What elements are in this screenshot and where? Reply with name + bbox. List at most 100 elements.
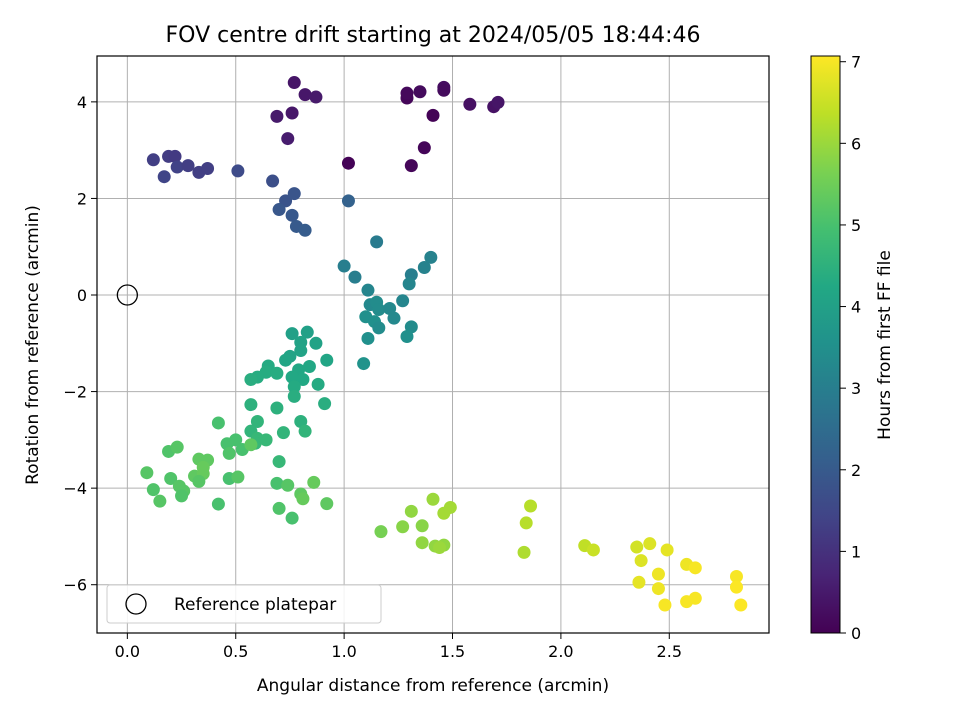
data-point — [348, 270, 362, 284]
y-tick-label: −6 — [63, 576, 87, 595]
data-point — [729, 580, 743, 594]
data-point — [168, 149, 182, 163]
data-point — [404, 504, 418, 518]
data-point — [146, 153, 160, 167]
data-point — [244, 438, 258, 452]
reference-point-marker — [116, 284, 138, 306]
data-point — [426, 108, 440, 122]
data-point — [146, 483, 160, 497]
data-point — [211, 497, 225, 511]
data-point — [244, 373, 258, 387]
data-point — [259, 433, 273, 447]
legend-marker — [125, 593, 147, 615]
data-points — [140, 76, 748, 612]
data-point — [443, 500, 457, 514]
data-point — [372, 321, 386, 335]
x-tick-label: 2.0 — [548, 642, 573, 661]
data-point — [361, 283, 375, 297]
data-point — [400, 86, 414, 100]
data-point — [276, 426, 290, 440]
legend: Reference platepar — [106, 584, 382, 624]
colorbar-gradient — [811, 56, 840, 633]
y-tick-label: −2 — [63, 383, 87, 402]
data-point — [463, 97, 477, 111]
data-point — [298, 88, 312, 102]
data-point — [285, 327, 299, 341]
colorbar-ticks: 0 1 2 3 4 5 6 7 — [840, 53, 861, 643]
data-point — [157, 170, 171, 184]
data-point — [634, 554, 648, 568]
reference-marker — [116, 284, 138, 306]
colorbar-tick-label: 6 — [851, 134, 861, 153]
legend-box — [106, 584, 382, 624]
data-point — [433, 541, 447, 555]
colorbar-tick-label: 4 — [851, 298, 861, 317]
data-point — [586, 543, 600, 557]
plot-frame — [96, 55, 770, 634]
data-point — [729, 570, 743, 584]
data-point — [270, 366, 284, 380]
data-point — [643, 537, 657, 551]
data-point — [387, 311, 401, 325]
data-point — [402, 277, 416, 291]
data-point — [370, 235, 384, 249]
data-point — [524, 499, 538, 513]
colorbar: 0 1 2 3 4 5 6 7 Hours from first FF file — [810, 53, 895, 643]
data-point — [630, 540, 644, 554]
data-point — [181, 159, 195, 173]
data-point — [688, 561, 702, 575]
data-point — [372, 302, 386, 316]
data-point — [244, 398, 258, 412]
data-point — [229, 433, 243, 447]
data-point — [302, 359, 316, 373]
data-point — [272, 203, 286, 217]
y-tick-label: 4 — [77, 93, 87, 112]
data-point — [688, 591, 702, 605]
data-point — [517, 545, 531, 559]
data-point — [491, 95, 505, 109]
data-point — [272, 455, 286, 469]
y-axis-ticks: −6 −4 −2 0 2 4 — [63, 93, 97, 595]
data-point — [337, 259, 351, 273]
data-point — [415, 519, 429, 533]
data-point — [632, 575, 646, 589]
x-tick-label: 0.0 — [115, 642, 140, 661]
data-point — [413, 85, 427, 99]
y-tick-label: 2 — [77, 189, 87, 208]
data-point — [404, 159, 418, 173]
y-tick-label: −4 — [63, 479, 87, 498]
data-point — [231, 470, 245, 484]
data-point — [415, 536, 429, 550]
data-point — [281, 478, 295, 492]
data-point — [658, 598, 672, 612]
data-point — [341, 156, 355, 170]
data-point — [211, 416, 225, 430]
data-point — [651, 567, 665, 581]
data-point — [298, 424, 312, 438]
data-point — [272, 501, 286, 515]
data-point — [287, 380, 301, 394]
data-point — [400, 330, 414, 344]
data-point — [287, 389, 301, 403]
data-point — [519, 516, 533, 530]
data-point — [222, 446, 236, 460]
colorbar-tick-label: 2 — [851, 461, 861, 480]
colorbar-tick-label: 5 — [851, 216, 861, 235]
data-point — [374, 525, 388, 539]
data-point — [279, 353, 293, 367]
colorbar-tick-label: 3 — [851, 379, 861, 398]
data-point — [396, 294, 410, 308]
data-point — [307, 475, 321, 489]
data-point — [175, 489, 189, 503]
data-point — [298, 223, 312, 237]
colorbar-label: Hours from first FF file — [875, 250, 895, 440]
data-point — [417, 141, 431, 155]
data-point — [296, 492, 310, 506]
data-point — [660, 543, 674, 557]
x-tick-label: 1.0 — [331, 642, 356, 661]
data-point — [285, 208, 299, 222]
colorbar-tick-label: 0 — [851, 624, 861, 643]
data-point — [201, 162, 215, 176]
data-point — [287, 76, 301, 90]
